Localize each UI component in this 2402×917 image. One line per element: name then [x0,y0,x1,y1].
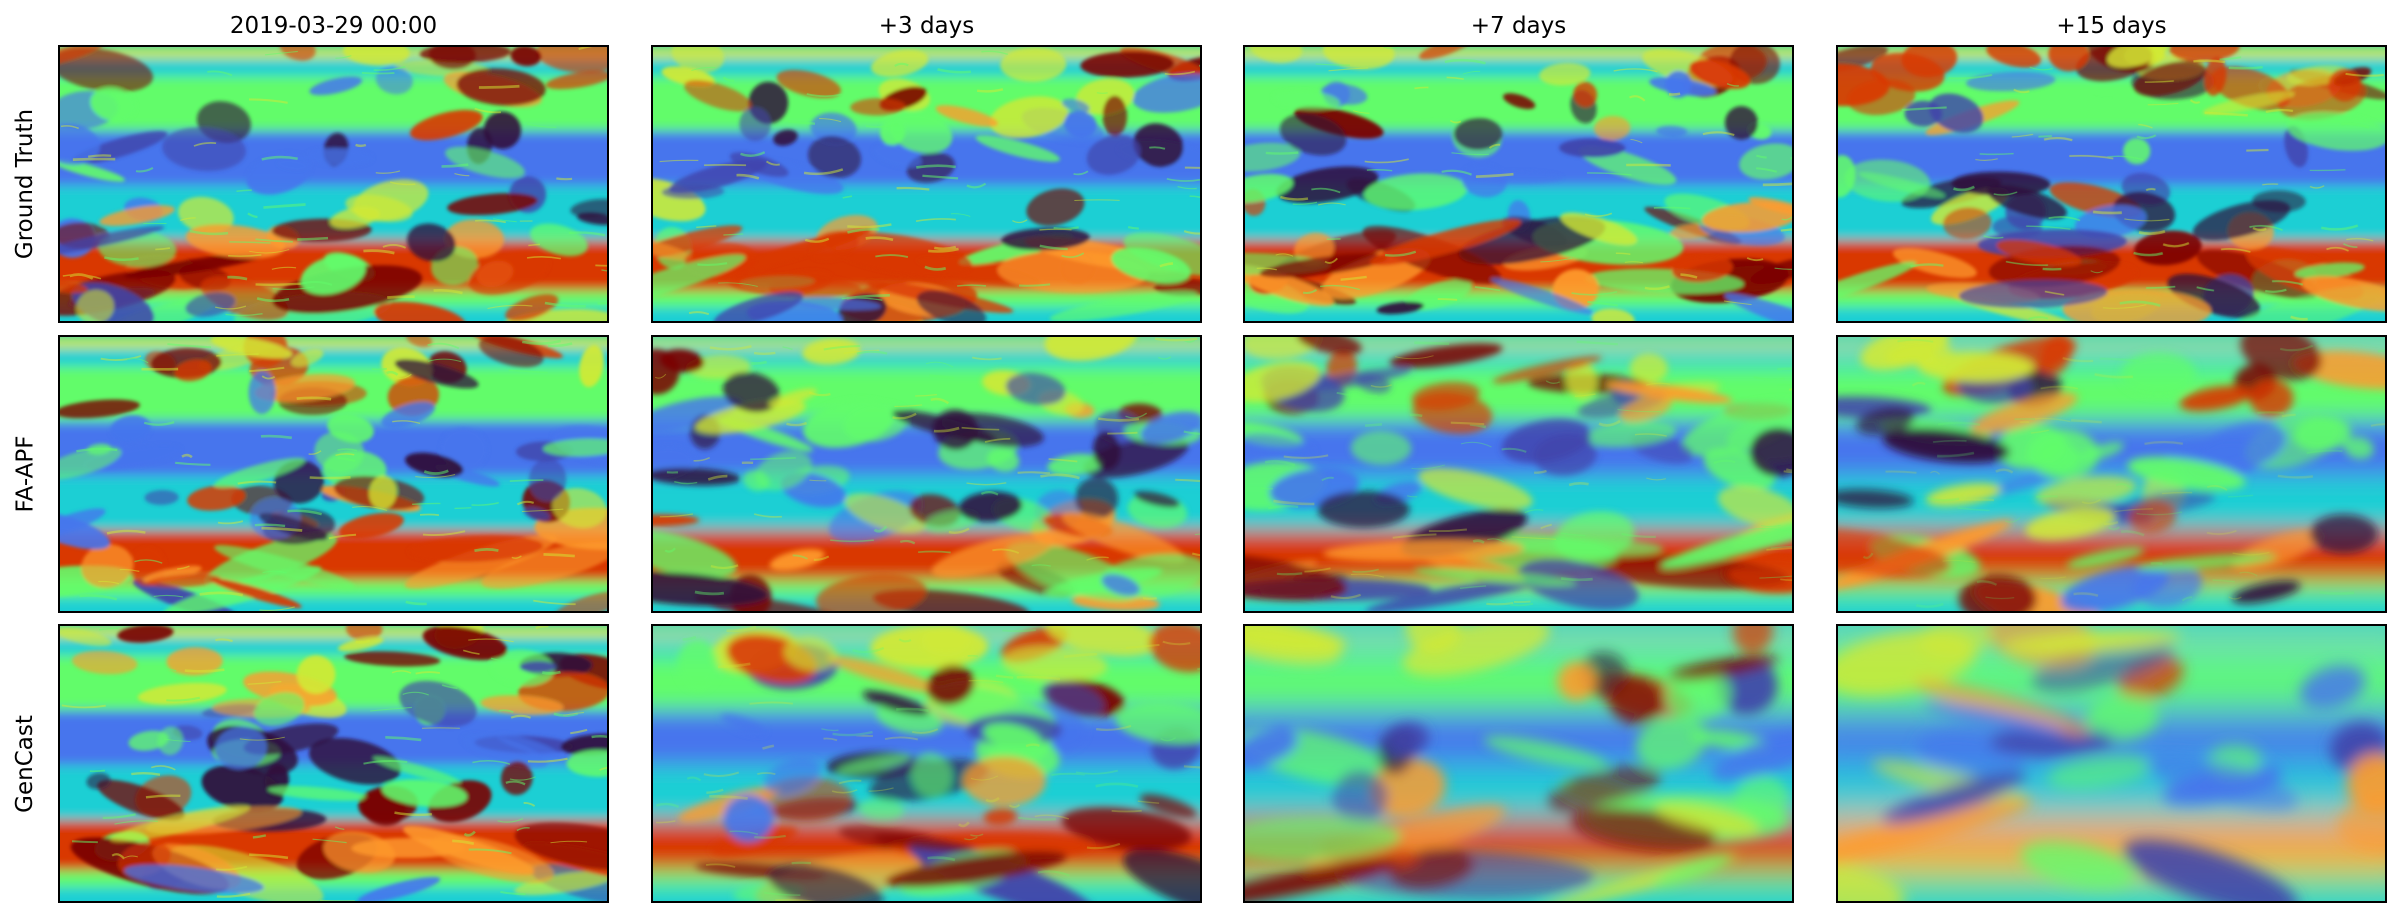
panel-ground-truth-15-days [1836,45,2387,323]
field-map [1838,337,2385,611]
row-label-ground-truth: Ground Truth [12,108,38,260]
row-label-fa-apf: FA-APF [12,435,39,513]
field-map [1838,47,2385,321]
panel-fa-apf-initial [58,335,609,613]
field-map [60,47,607,321]
panel-fa-apf-7-days [1243,335,1794,613]
field-map [1838,626,2385,901]
field-map [60,337,607,611]
field-map [653,626,1200,901]
panel-ground-truth-3-days [651,45,1202,323]
panel-ground-truth-initial [58,45,609,323]
field-map [60,626,607,901]
column-title-7-days: +7 days [1470,13,1567,39]
panel-fa-apf-3-days [651,335,1202,613]
panel-ground-truth-7-days [1243,45,1794,323]
field-map [1245,626,1792,901]
panel-gencast-7-days [1243,624,1794,903]
panel-fa-apf-15-days [1836,335,2387,613]
panel-gencast-15-days [1836,624,2387,903]
column-title-initial: 2019-03-29 00:00 [229,13,438,39]
field-map [1245,337,1792,611]
panel-gencast-initial [58,624,609,903]
field-map [1245,47,1792,321]
column-title-3-days: +3 days [878,13,975,39]
column-title-15-days: +15 days [2056,13,2167,39]
row-label-gencast: GenCast [12,714,38,813]
field-map [653,47,1200,321]
panel-gencast-3-days [651,624,1202,903]
field-map [653,337,1200,611]
